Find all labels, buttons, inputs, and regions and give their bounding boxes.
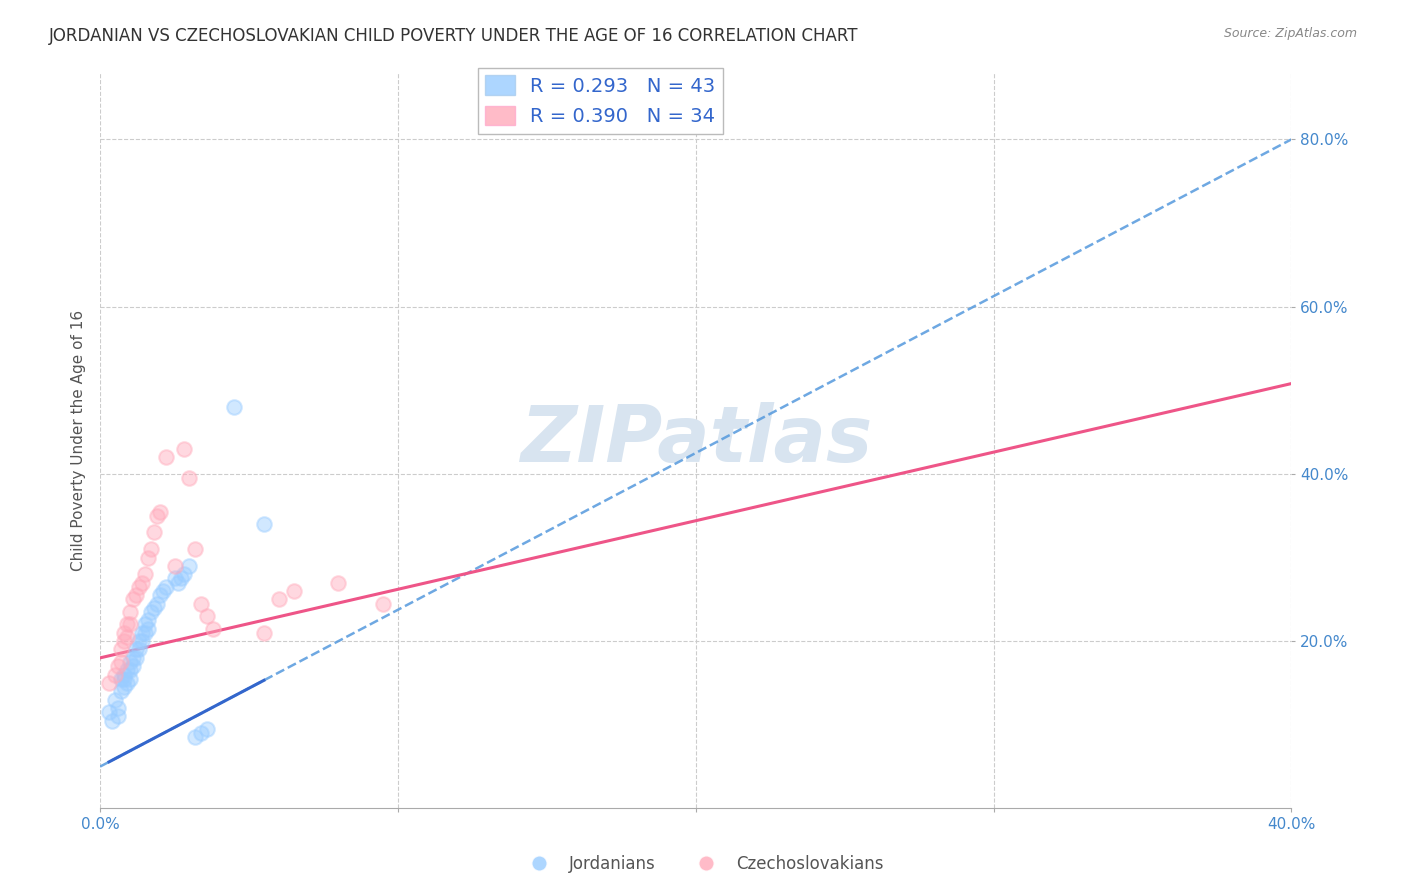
Point (155, 580, 177, 594)
Point (283, 584, 305, 599)
Text: Source: ZipAtlas.com: Source: ZipAtlas.com (1223, 27, 1357, 40)
Point (371, 597, 394, 611)
Point (118, 617, 141, 632)
Point (131, 634, 153, 648)
Point (152, 584, 174, 599)
Point (253, 625, 276, 640)
Point (136, 622, 159, 636)
Point (112, 667, 135, 681)
Point (125, 642, 148, 657)
Point (136, 550, 159, 565)
Point (184, 542, 207, 557)
Point (163, 558, 186, 573)
Point (101, 714, 124, 728)
Point (118, 605, 141, 619)
Point (190, 726, 212, 740)
Point (224, 400, 246, 414)
Text: JORDANIAN VS CZECHOSLOVAKIAN CHILD POVERTY UNDER THE AGE OF 16 CORRELATION CHART: JORDANIAN VS CZECHOSLOVAKIAN CHILD POVER… (49, 27, 859, 45)
Point (173, 442, 195, 456)
Point (107, 709, 129, 723)
Point (98, 705, 121, 719)
Point (128, 580, 150, 594)
Legend: R = 0.293   N = 43, R = 0.390   N = 34: R = 0.293 N = 43, R = 0.390 N = 34 (478, 68, 723, 134)
Point (139, 605, 162, 619)
Point (136, 613, 159, 627)
Point (112, 625, 135, 640)
Point (112, 634, 135, 648)
Point (134, 617, 156, 632)
Point (125, 588, 148, 602)
Text: ZIPatlas: ZIPatlas (520, 402, 872, 478)
Point (149, 588, 172, 602)
Legend: Jordanians, Czechoslovakians: Jordanians, Czechoslovakians (516, 848, 890, 880)
Point (190, 597, 212, 611)
Point (112, 680, 135, 694)
Point (115, 664, 138, 678)
Point (169, 571, 191, 585)
Point (110, 655, 132, 669)
Point (253, 517, 276, 532)
Point (149, 504, 172, 518)
Point (128, 642, 150, 657)
Point (195, 609, 218, 624)
Point (104, 692, 127, 706)
Point (184, 731, 207, 745)
Point (118, 664, 141, 678)
Point (110, 672, 132, 686)
Point (131, 575, 153, 590)
Point (145, 508, 167, 523)
Point (107, 659, 129, 673)
Point (145, 597, 167, 611)
Point (107, 701, 129, 715)
Point (122, 651, 145, 665)
Point (134, 567, 156, 582)
Point (115, 676, 138, 690)
Point (142, 525, 165, 540)
Point (112, 672, 135, 686)
Point (202, 622, 225, 636)
Point (328, 575, 350, 590)
Y-axis label: Child Poverty Under the Age of 16: Child Poverty Under the Age of 16 (72, 310, 86, 571)
Point (173, 567, 195, 582)
Point (110, 684, 132, 698)
Point (134, 625, 156, 640)
Point (179, 558, 201, 573)
Point (142, 600, 165, 615)
Point (166, 575, 188, 590)
Point (98, 676, 121, 690)
Point (267, 592, 290, 607)
Point (104, 667, 127, 681)
Point (115, 617, 138, 632)
Point (118, 655, 141, 669)
Point (163, 571, 186, 585)
Point (115, 630, 138, 644)
Point (128, 634, 150, 648)
Point (122, 592, 145, 607)
Point (110, 642, 132, 657)
Point (195, 722, 218, 736)
Point (155, 450, 177, 465)
Point (179, 471, 201, 485)
Point (131, 625, 153, 640)
Point (118, 672, 141, 686)
Point (125, 651, 148, 665)
Point (139, 542, 162, 557)
Point (122, 659, 145, 673)
